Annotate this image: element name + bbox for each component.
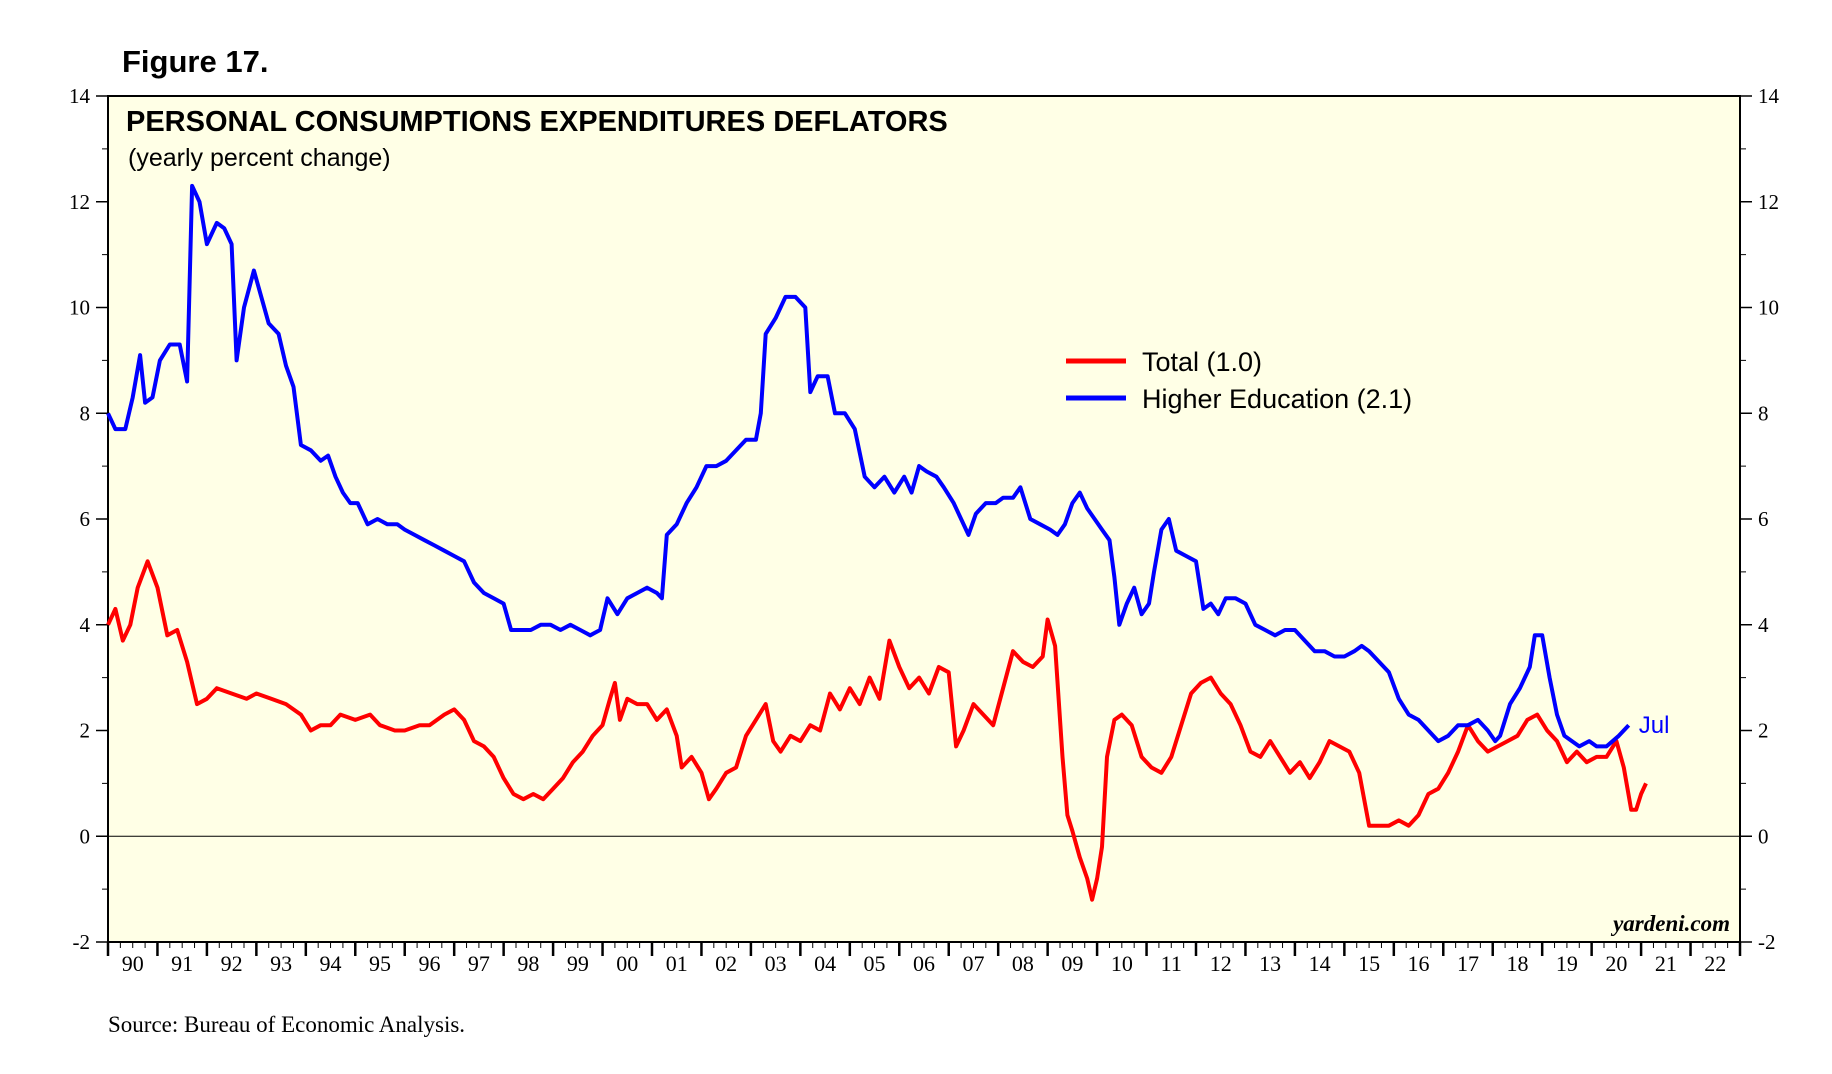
x-tick-label: 92 [221, 951, 243, 976]
series-line-higher-education [106, 183, 1631, 749]
figure-label: Figure 17. [122, 44, 269, 79]
x-tick-label: 06 [913, 951, 935, 976]
y-axis: -2 -2 0 0 2 2 4 4 6 6 8 8 10 10 12 12 14 14 [69, 84, 1780, 954]
x-tick-label: 96 [418, 951, 440, 976]
x-tick-label: 94 [320, 951, 342, 976]
y-tick-label-left: 12 [69, 190, 90, 214]
y-tick-label-left: 6 [80, 507, 91, 531]
y-tick-label-left: 4 [80, 613, 91, 637]
x-tick-label: 07 [962, 951, 984, 976]
x-tick-label: 10 [1111, 951, 1133, 976]
x-tick-label: 11 [1161, 951, 1182, 976]
x-tick-label: 14 [1309, 951, 1331, 976]
x-tick-label: 18 [1506, 951, 1528, 976]
x-tick-label: 09 [1061, 951, 1083, 976]
x-tick-label: 90 [122, 951, 144, 976]
y-tick-label-right: 10 [1758, 296, 1779, 320]
y-tick-label-right: -2 [1758, 930, 1776, 954]
x-tick-label: 15 [1358, 951, 1380, 976]
x-tick-label: 98 [517, 951, 539, 976]
x-tick-label: 19 [1556, 951, 1578, 976]
x-tick-label: 03 [765, 951, 787, 976]
x-tick-label: 16 [1408, 951, 1430, 976]
chart-title: PERSONAL CONSUMPTIONS EXPENDITURES DEFLA… [126, 106, 948, 138]
y-tick-label-right: 4 [1758, 613, 1769, 637]
x-tick-label: 13 [1259, 951, 1281, 976]
y-tick-label-left: 8 [80, 401, 91, 425]
y-tick-label-right: 14 [1758, 84, 1780, 108]
x-tick-label: 21 [1655, 951, 1677, 976]
y-tick-label-right: 8 [1758, 401, 1769, 425]
legend-label-total: Total (1.0) [1142, 347, 1262, 377]
x-tick-label: 95 [369, 951, 391, 976]
series-line-total [106, 559, 1648, 902]
legend-label-higher-education: Higher Education (2.1) [1142, 384, 1412, 414]
x-tick-label: 93 [270, 951, 292, 976]
x-tick-label: 91 [171, 951, 193, 976]
x-tick-label: 01 [666, 951, 688, 976]
y-tick-label-right: 6 [1758, 507, 1769, 531]
y-tick-label-left: 2 [80, 719, 91, 743]
x-tick-label: 00 [616, 951, 638, 976]
watermark-yardeni: yardeni.com [1610, 911, 1730, 936]
chart-subtitle: (yearly percent change) [128, 144, 391, 172]
end-label-jul: Jul [1639, 712, 1670, 739]
x-tick-label: 97 [468, 951, 490, 976]
y-tick-label-left: 0 [80, 824, 91, 848]
y-tick-label-right: 0 [1758, 824, 1769, 848]
plot-background [107, 95, 1741, 943]
x-axis: 90 91 92 93 94 95 96 97 98 99 00 01 02 03 04 05 06 07 08 09… [106, 942, 1742, 976]
source-note: Source: Bureau of Economic Analysis. [108, 1012, 466, 1037]
x-tick-label: 08 [1012, 951, 1034, 976]
x-tick-label: 99 [567, 951, 589, 976]
x-tick-label: 12 [1210, 951, 1232, 976]
x-tick-label: 20 [1605, 951, 1627, 976]
y-tick-label-left: -2 [73, 930, 91, 954]
y-tick-label-left: 14 [69, 84, 91, 108]
x-tick-label: 04 [814, 951, 836, 976]
y-tick-label-left: 10 [69, 296, 90, 320]
x-tick-label: 05 [864, 951, 886, 976]
legend: Total (1.0) Higher Education (2.1) [1066, 347, 1412, 414]
y-tick-label-right: 2 [1758, 719, 1769, 743]
x-tick-label: 02 [715, 951, 737, 976]
x-tick-label: 22 [1704, 951, 1726, 976]
y-tick-label-right: 12 [1758, 190, 1779, 214]
x-tick-label: 17 [1457, 951, 1479, 976]
